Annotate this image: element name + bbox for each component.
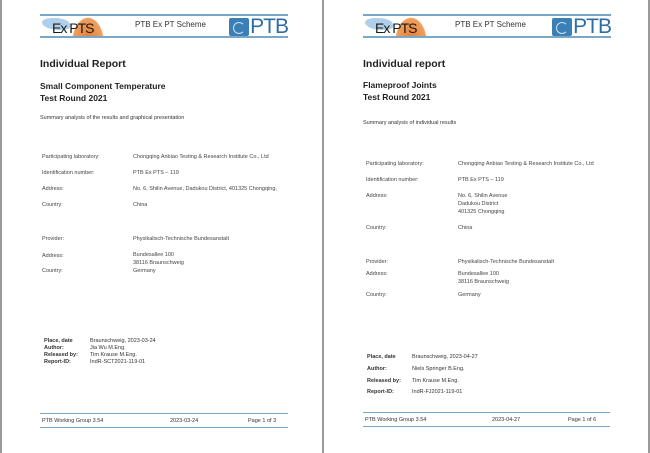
lab-label: Participating laboratory: [42, 154, 100, 160]
page-footer: PTB Working Group 3.54 2023-03-24 Page 1… [40, 413, 288, 428]
provider-value: Physikalisch-Technische Bundesanstalt [133, 236, 229, 242]
place-value: Braunschweig, 2023-04-27 [412, 354, 478, 360]
lab-label: Participating laboratory: [366, 161, 424, 167]
country-label: Country: [366, 225, 387, 231]
released-value: Tim Krause M.Eng. [412, 378, 459, 384]
address-line: 401325 Chongqing [458, 209, 505, 215]
released-label: Released by: [367, 378, 401, 384]
provider-country-value: Germany [458, 292, 481, 298]
provider-address-line: 38116 Braunschweig [458, 279, 509, 285]
lab-value: Chongqing Anbiao Testing & Research Inst… [133, 154, 269, 160]
report-subtitle: Flameproof Joints [363, 80, 437, 90]
ex-pts-logo: Ex PTS [363, 16, 431, 36]
released-value: Tim Krause M.Eng. [90, 352, 137, 358]
ptb-logo: PTB [552, 16, 612, 37]
provider-value: Physikalisch-Technische Bundesanstalt [458, 259, 554, 265]
provider-country-label: Country: [42, 268, 63, 274]
place-label: Place, date [44, 338, 73, 344]
id-label: Identification number: [42, 170, 95, 176]
country-value: China [458, 225, 473, 231]
scheme-name: PTB Ex PT Scheme [135, 20, 206, 29]
report-title: Individual Report [40, 58, 126, 70]
report-subtitle: Small Component Temperature [40, 81, 166, 91]
place-value: Braunschweig, 2023-03-24 [90, 338, 156, 344]
address-line: Dadukou District [458, 201, 499, 207]
id-value: PTB Ex PTS – 119 [133, 170, 179, 176]
address-line: No. 6, Shilin Avenue [458, 193, 508, 199]
ex-pts-logo: Ex PTS [40, 16, 108, 36]
report-id-label: Report-ID: [44, 359, 71, 365]
provider-address-label: Address: [366, 271, 388, 277]
provider-address-line: 38116 Braunschweig [133, 260, 184, 266]
footer-page: Page 1 of 6 [568, 417, 597, 423]
provider-label: Provider: [366, 259, 389, 265]
provider-country-label: Country: [366, 292, 387, 298]
footer-group: PTB Working Group 3.54 [365, 417, 427, 423]
footer-page: Page 1 of 3 [248, 418, 277, 424]
report-title: Individual report [363, 58, 446, 70]
country-value: China [133, 202, 148, 208]
footer-date: 2023-04-27 [492, 417, 521, 423]
provider-address-line: Bundesallee 100 [458, 271, 499, 277]
footer-group: PTB Working Group 3.54 [42, 418, 104, 424]
author-value: Niels Springer B.Eng. [412, 366, 465, 372]
report-round: Test Round 2021 [40, 93, 108, 103]
report-round: Test Round 2021 [363, 92, 431, 102]
country-label: Country: [42, 202, 63, 208]
scheme-name: PTB Ex PT Scheme [455, 20, 526, 29]
summary: Summary analysis of the results and grap… [40, 115, 185, 121]
provider-address-label: Address: [42, 253, 64, 259]
address-value: No. 6, Shilin Avenue, Dadukou District, … [133, 186, 277, 192]
provider-country-value: Germany [133, 268, 156, 274]
address-label: Address: [42, 186, 64, 192]
lab-value: Chongqing Anbiao Testing & Research Inst… [458, 161, 594, 167]
page-header: Ex PTS PTB Ex PT Scheme PTB [40, 14, 289, 38]
author-label: Author: [367, 366, 387, 372]
page-header: Ex PTS PTB Ex PT Scheme PTB [363, 14, 612, 38]
provider-address-line: Bundesallee 100 [133, 252, 174, 258]
report-page-2: Ex PTS PTB Ex PT Scheme PTB Individual r… [324, 0, 650, 453]
ptb-logo: PTB [229, 16, 289, 37]
place-label: Place, date [367, 354, 396, 360]
report-page-1: Ex PTS PTB Ex PT Scheme PTB Individual R… [0, 0, 324, 453]
report-id-value: IndR-FJ2021-119-01 [412, 389, 463, 395]
report-id-value: IndR-SCT2021-119-01 [90, 359, 146, 365]
page-footer: PTB Working Group 3.54 2023-04-27 Page 1… [363, 412, 610, 427]
id-value: PTB Ex PTS – 119 [458, 177, 504, 183]
released-label: Released by: [44, 352, 78, 358]
summary: Summary analysis of individual results [363, 120, 457, 126]
report-id-label: Report-ID: [367, 389, 394, 395]
provider-label: Provider: [42, 236, 65, 242]
id-label: Identification number: [366, 177, 419, 183]
footer-date: 2023-03-24 [170, 418, 199, 424]
author-value: Jia Wu M.Eng. [90, 345, 126, 351]
author-label: Author: [44, 345, 64, 351]
address-label: Address: [366, 193, 388, 199]
